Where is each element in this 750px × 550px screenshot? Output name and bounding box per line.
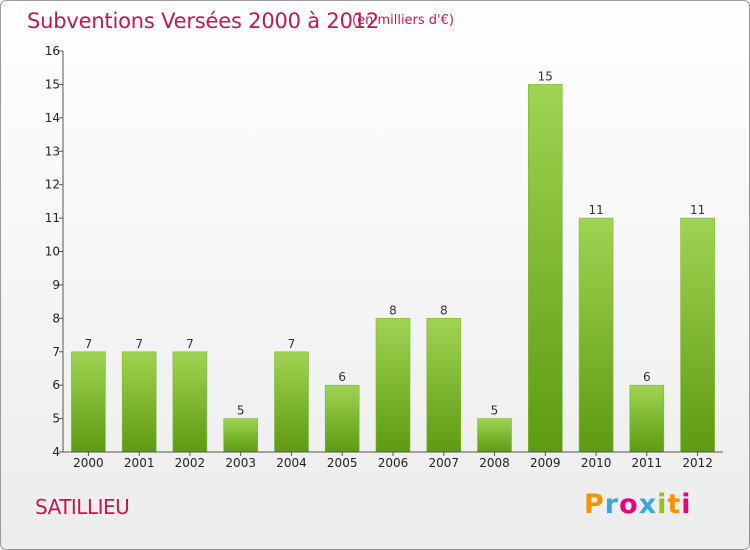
value-label-2002: 7 bbox=[186, 337, 194, 351]
bar-2000 bbox=[71, 351, 106, 453]
x-tick-label-2004: 2004 bbox=[276, 456, 307, 470]
x-tick-label-2011: 2011 bbox=[632, 456, 663, 470]
chart-subtitle: (en milliers d'€) bbox=[352, 13, 454, 28]
x-tick-label-2000: 2000 bbox=[73, 456, 104, 470]
value-label-2004: 7 bbox=[288, 337, 296, 351]
y-tick-label-4: 4 bbox=[52, 445, 60, 459]
bar-2008 bbox=[477, 418, 512, 453]
bar-2010 bbox=[578, 217, 614, 453]
bar-2002 bbox=[172, 351, 208, 453]
y-tick-label-8: 8 bbox=[52, 311, 60, 325]
logo-letter: t bbox=[667, 489, 682, 520]
value-label-2008: 5 bbox=[491, 404, 499, 418]
y-tick-label-13: 13 bbox=[45, 144, 60, 158]
x-tick-label-2005: 2005 bbox=[327, 456, 358, 470]
commune-name: SATILLIEU bbox=[35, 495, 130, 519]
bar-2007 bbox=[426, 317, 462, 453]
logo-letter: o bbox=[619, 489, 639, 520]
logo-letter: i bbox=[657, 489, 668, 520]
y-tick-label-9: 9 bbox=[52, 278, 60, 292]
value-label-2003: 5 bbox=[237, 404, 245, 418]
logo-letter: r bbox=[604, 489, 620, 520]
logo-letter: P bbox=[584, 489, 605, 520]
y-tick-label-11: 11 bbox=[45, 211, 60, 225]
y-tick-label-5: 5 bbox=[52, 412, 60, 426]
y-tick-label-16: 16 bbox=[45, 44, 60, 58]
value-label-2006: 8 bbox=[389, 303, 397, 317]
y-tick-label-14: 14 bbox=[45, 111, 60, 125]
value-label-2000: 7 bbox=[85, 337, 93, 351]
bar-2011 bbox=[629, 384, 665, 453]
y-tick-label-15: 15 bbox=[45, 77, 60, 91]
x-tick-label-2001: 2001 bbox=[124, 456, 155, 470]
logo-letter: i bbox=[681, 489, 692, 520]
x-tick-label-2012: 2012 bbox=[682, 456, 713, 470]
x-tick-label-2008: 2008 bbox=[479, 456, 510, 470]
y-tick-label-7: 7 bbox=[52, 345, 60, 359]
y-tick-label-12: 12 bbox=[45, 178, 60, 192]
bar-2004 bbox=[274, 351, 309, 453]
value-label-2001: 7 bbox=[135, 337, 143, 351]
value-label-2011: 6 bbox=[643, 370, 651, 384]
x-tick-label-2009: 2009 bbox=[530, 456, 561, 470]
proxiti-logo[interactable]: Proxiti bbox=[584, 489, 692, 520]
bar-2003 bbox=[223, 418, 258, 453]
x-tick-label-2002: 2002 bbox=[175, 456, 206, 470]
value-label-2009: 15 bbox=[538, 69, 553, 83]
x-tick-label-2007: 2007 bbox=[429, 456, 460, 470]
y-tick-label-6: 6 bbox=[52, 378, 60, 392]
x-tick-label-2010: 2010 bbox=[581, 456, 612, 470]
bar-2006 bbox=[375, 317, 411, 453]
y-tick-label-10: 10 bbox=[45, 245, 60, 259]
x-tick-label-2006: 2006 bbox=[378, 456, 409, 470]
chart-title: Subventions Versées 2000 à 2012 bbox=[27, 9, 380, 33]
bar-2009 bbox=[527, 84, 563, 453]
value-label-2007: 8 bbox=[440, 303, 448, 317]
value-label-2012: 11 bbox=[690, 203, 705, 217]
value-label-2010: 11 bbox=[588, 203, 603, 217]
value-label-2005: 6 bbox=[338, 370, 346, 384]
logo-letter: x bbox=[638, 489, 658, 520]
bar-2001 bbox=[121, 351, 157, 453]
bar-2012 bbox=[680, 217, 715, 453]
x-tick-label-2003: 2003 bbox=[225, 456, 256, 470]
bar-2005 bbox=[324, 384, 360, 453]
